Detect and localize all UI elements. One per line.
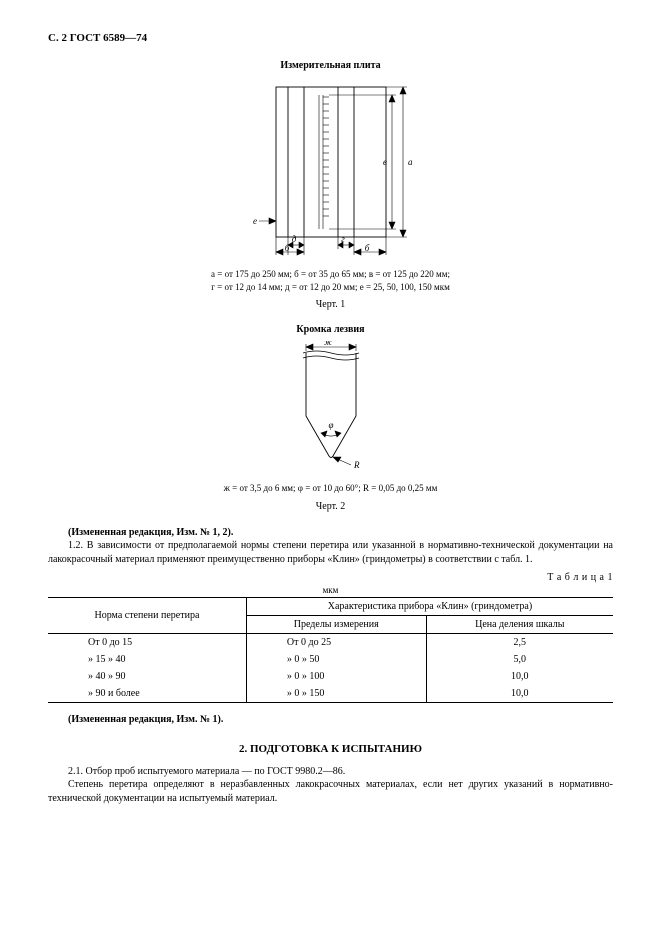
para-1-2: 1.2. В зависимости от предполагаемой нор… <box>48 539 613 566</box>
dim-v: в <box>383 157 387 167</box>
th-range: Пределы измерения <box>246 616 426 634</box>
figure2-title: Кромка лезвия <box>48 324 613 335</box>
figure1-label: Черт. 1 <box>48 299 613 310</box>
para-2-1a: 2.1. Отбор проб испытуемого материала — … <box>48 765 613 779</box>
th-norm: Норма степени перетира <box>48 598 246 634</box>
amendment-note-1: (Измененная редакция, Изм. № 1, 2). <box>68 527 233 538</box>
svg-text:б: б <box>284 243 289 253</box>
table-row: » 90 и более » 0 » 150 10,0 <box>48 685 613 703</box>
table-row: » 40 » 90 » 0 » 100 10,0 <box>48 668 613 685</box>
svg-text:б: б <box>364 243 369 253</box>
dim-a: а <box>408 157 413 167</box>
svg-text:R: R <box>353 460 360 470</box>
figure2-params: ж = от 3,5 до 6 мм; φ = от 10 до 60°; R … <box>48 482 613 495</box>
section-2-heading: 2. ПОДГОТОВКА К ИСПЫТАНИЮ <box>48 743 613 755</box>
figure2-label: Черт. 2 <box>48 501 613 512</box>
svg-text:ж: ж <box>323 341 332 347</box>
amendment-note-2: (Измененная редакция, Изм. № 1). <box>68 714 223 725</box>
page-header: С. 2 ГОСТ 6589—74 <box>48 32 613 44</box>
figure2-drawing: ж φ R <box>48 341 613 476</box>
table1: Норма степени перетира Характеристика пр… <box>48 597 613 703</box>
figure1-drawing: а в <box>48 77 613 262</box>
th-char: Характеристика прибора «Клин» (гриндомет… <box>246 598 613 616</box>
svg-text:е: е <box>253 216 257 226</box>
table-row: От 0 до 15 От 0 до 25 2,5 <box>48 634 613 652</box>
para-2-1b: Степень перетира определяют в неразбавле… <box>48 778 613 805</box>
figure1-title: Измерительная плита <box>48 60 613 71</box>
th-div: Цена деления шкалы <box>426 616 613 634</box>
svg-text:д: д <box>291 234 296 244</box>
table1-label: Т а б л и ц а 1 <box>48 572 613 583</box>
svg-text:г: г <box>341 234 345 244</box>
figure1-params: а = от 175 до 250 мм; б = от 35 до 65 мм… <box>48 268 613 293</box>
table-row: » 15 » 40 » 0 » 50 5,0 <box>48 651 613 668</box>
svg-text:φ: φ <box>328 420 333 430</box>
table1-unit: мкм <box>48 585 613 595</box>
